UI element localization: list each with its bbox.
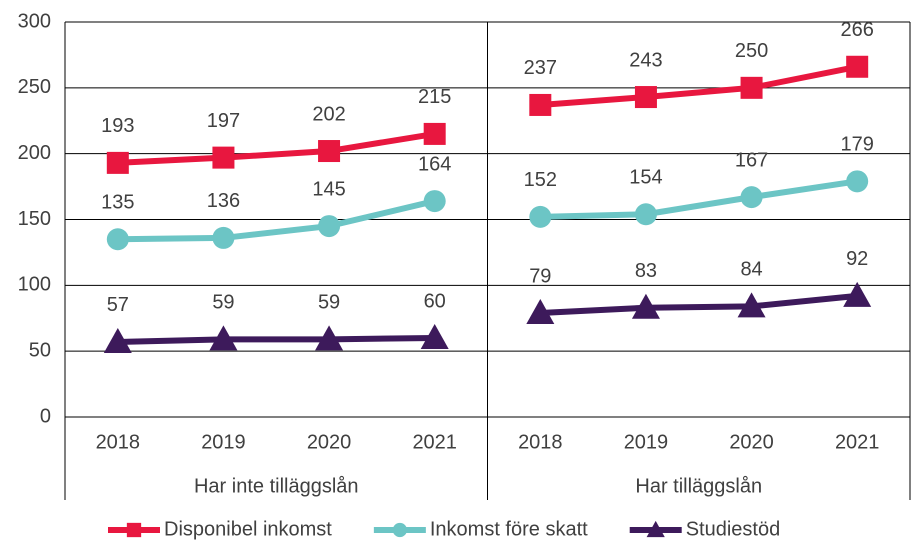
x-tick-label: 2021 [835, 431, 880, 453]
data-label: 197 [207, 110, 240, 132]
data-label: 59 [318, 292, 340, 314]
data-label: 167 [735, 149, 768, 171]
point [846, 170, 869, 193]
point [315, 325, 344, 351]
y-tick-label: 50 [29, 339, 51, 361]
data-label: 83 [635, 260, 657, 282]
point [740, 186, 763, 209]
data-label: 152 [524, 169, 557, 191]
data-label: 215 [418, 86, 451, 108]
x-tick-label: 2019 [201, 431, 246, 453]
group-label: Har inte tilläggslån [194, 475, 359, 497]
data-label: 92 [846, 248, 868, 270]
point [103, 327, 132, 353]
data-label: 60 [424, 290, 446, 312]
point [631, 293, 660, 319]
point [740, 76, 763, 99]
point [212, 146, 235, 169]
point [106, 228, 129, 251]
series-line [117, 130, 436, 166]
point [846, 55, 869, 78]
point [843, 281, 872, 307]
group-label: Har tilläggslån [635, 475, 762, 497]
data-label: 164 [418, 153, 451, 175]
legend-marker [392, 522, 408, 538]
point [529, 93, 552, 116]
y-tick-label: 300 [18, 10, 51, 32]
x-tick-label: 2021 [412, 431, 457, 453]
data-label: 202 [312, 103, 345, 125]
point [423, 122, 446, 145]
data-label: 237 [524, 57, 557, 79]
y-tick-label: 150 [18, 208, 51, 230]
y-tick-label: 0 [40, 405, 51, 427]
series-line [540, 63, 858, 108]
data-label: 250 [735, 40, 768, 62]
legend-label: Disponibel inkomst [164, 518, 332, 540]
data-label: 154 [629, 167, 662, 189]
x-tick-label: 2018 [96, 431, 141, 453]
point [420, 324, 449, 349]
legend-label: Inkomst före skatt [430, 518, 588, 540]
legend-label: Studiestöd [686, 518, 781, 540]
data-label: 57 [107, 294, 129, 316]
point [318, 215, 341, 238]
point [318, 140, 341, 163]
data-label: 193 [101, 115, 134, 137]
legend-marker [646, 520, 665, 538]
point [529, 205, 552, 228]
data-label: 136 [207, 190, 240, 212]
y-tick-label: 250 [18, 76, 51, 98]
series-line [540, 178, 858, 220]
point [634, 203, 657, 226]
y-tick-label: 100 [18, 274, 51, 296]
data-label: 79 [529, 265, 551, 287]
point [106, 151, 129, 174]
point [737, 292, 766, 318]
data-label: 59 [212, 292, 234, 314]
data-label: 84 [740, 259, 762, 281]
y-tick-label: 200 [18, 142, 51, 164]
series-line [540, 292, 858, 316]
data-label: 243 [629, 49, 662, 71]
x-tick-label: 2020 [729, 431, 774, 453]
legend-marker [126, 522, 142, 538]
data-label: 145 [312, 178, 345, 200]
series-line [117, 198, 436, 243]
x-tick-label: 2018 [518, 431, 563, 453]
point [634, 86, 657, 109]
x-tick-label: 2020 [307, 431, 352, 453]
point [209, 325, 238, 351]
series-line [117, 335, 435, 345]
data-label: 266 [841, 19, 874, 41]
point [423, 190, 446, 213]
point [212, 226, 235, 249]
x-tick-label: 2019 [624, 431, 669, 453]
data-label: 179 [841, 134, 874, 156]
data-label: 135 [101, 192, 134, 214]
point [526, 298, 555, 324]
